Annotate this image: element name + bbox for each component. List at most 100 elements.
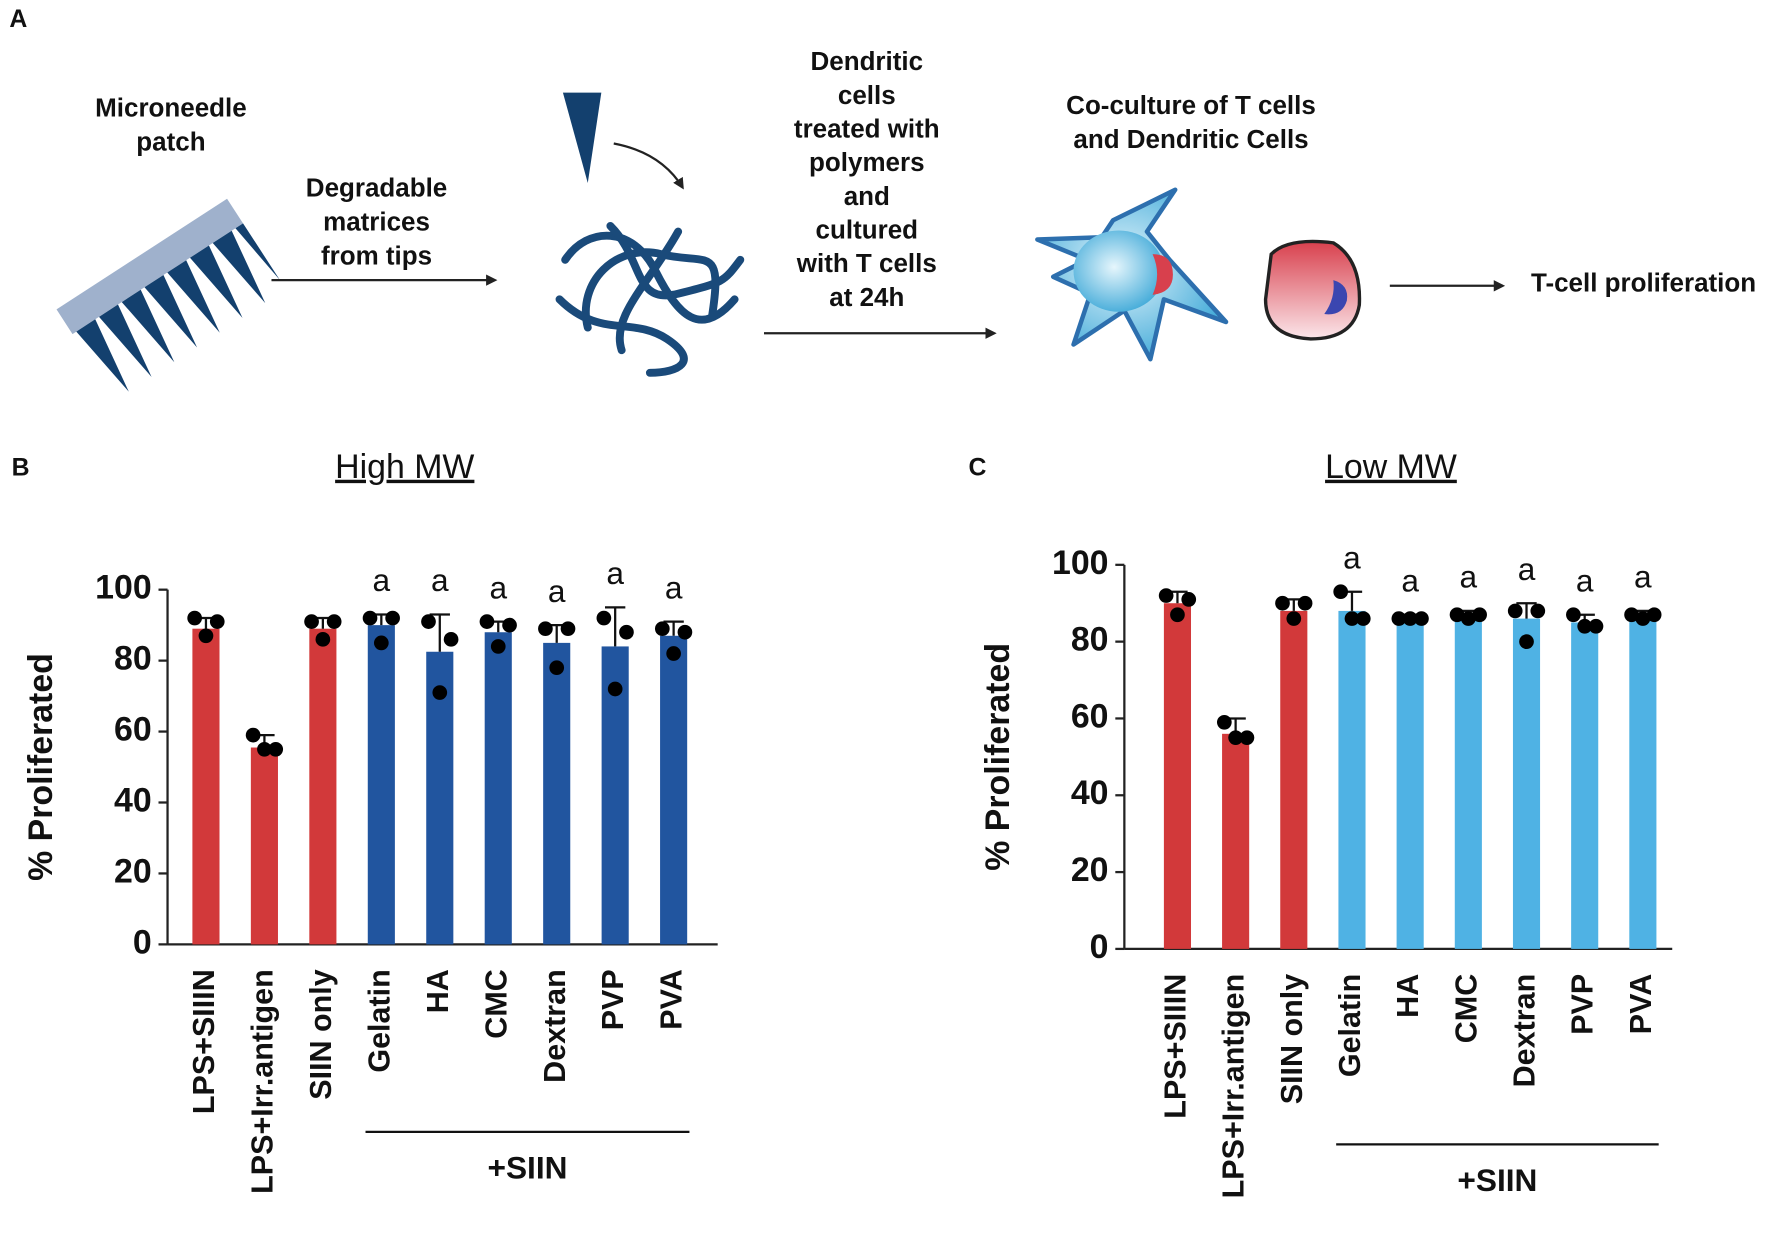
data-point [1181,592,1197,607]
data-point [432,685,448,700]
x-tick-label: PVP [596,969,630,1030]
x-tick-label: CMC [479,969,513,1038]
x-tick-label: Dextran [1508,974,1542,1088]
diagram-label: and Dendritic Cells [1073,124,1308,154]
data-point [654,621,670,637]
x-tick-label: HA [421,969,455,1013]
data-point [607,681,623,697]
y-tick-label: 60 [114,711,152,749]
data-point [1472,607,1487,623]
x-tick-label: PVA [1624,974,1658,1034]
data-point [1239,730,1255,746]
y-tick-label: 80 [114,640,152,678]
annotation: a [1634,559,1652,595]
bar [250,747,278,945]
annotation: a [1518,551,1536,587]
data-point [304,614,319,629]
diagram-label: at 24h [829,282,904,312]
arrow [613,142,684,190]
data-point [421,614,436,629]
bar [543,642,571,945]
y-tick-label: 0 [133,923,152,961]
bar [1280,610,1308,949]
data-point [245,727,261,743]
diagram-label: from tips [321,240,432,270]
bar [192,628,220,945]
data-point [1460,611,1476,626]
data-point [1507,603,1523,619]
cone [562,92,602,184]
bar [1629,618,1657,949]
annotation: a [548,573,566,609]
y-tick-label: 100 [95,569,152,607]
polymer-mesh [555,221,745,377]
diagram-label: cells [838,80,896,110]
y-tick-label: 20 [114,852,152,890]
data-point [373,635,389,651]
x-tick-label: LPS+SIIIN [1159,974,1193,1119]
annotation: a [1401,562,1419,598]
x-tick-label: PVP [1566,974,1600,1035]
annotation: a [1576,562,1594,598]
x-tick-label: Gelatin [362,969,396,1072]
annotation: a [606,555,624,591]
data-point [187,610,202,626]
y-tick-label: 40 [114,781,152,819]
x-tick-label: CMC [1449,974,1483,1043]
data-point [1635,611,1651,626]
diagram-label: Co-culture of T cells [1066,90,1316,120]
diagram-label: T-cell proliferation [1531,268,1756,298]
diagram-label: patch [136,126,205,156]
x-tick-label: SIIN only [304,969,338,1100]
x-tick-label: PVA [655,969,689,1029]
data-point [1158,588,1174,603]
data-point [362,610,378,626]
diagram-label: and [844,181,890,211]
data-point [1577,618,1593,634]
data-point [1275,595,1290,611]
data-point [1228,730,1243,746]
group-label: +SIIN [487,1150,567,1186]
diagram-label: Dendritic [811,46,924,76]
data-point [257,741,272,757]
data-point [1297,595,1313,611]
data-point [1170,607,1185,623]
data-point [1566,607,1581,623]
bar [660,635,688,945]
bar [1454,618,1482,949]
bar [1396,618,1424,949]
diagram-label: polymers [809,147,924,177]
data-point [1530,603,1546,619]
error-bar [429,613,450,652]
diagram-label: treated with [794,113,940,143]
diagram-art [56,92,1506,392]
data-point [1286,611,1302,626]
bar [1163,603,1192,949]
bar [1571,622,1599,949]
y-tick-label: 100 [1052,544,1109,582]
annotation: a [431,562,449,598]
chart-title: High MW [335,448,474,486]
dendritic-cell [1035,187,1229,362]
data-point [385,610,400,626]
bar [1338,610,1366,949]
data-point [1519,634,1534,649]
data-point [1333,584,1349,600]
data-point [677,624,693,640]
annotation: a [373,562,391,598]
diagram-label: with T cells [796,248,937,278]
data-point [1402,611,1418,626]
data-point [1646,607,1662,623]
data-point [1216,714,1232,730]
diagram-label: matrices [323,207,430,237]
diagram-label: Degradable [306,173,447,203]
annotation: a [489,569,507,605]
data-point [326,614,342,629]
data-point [198,628,214,644]
data-point [1414,611,1429,626]
x-tick-label: Dextran [538,969,572,1083]
annotation: a [1343,539,1361,575]
t-cell [1263,239,1362,341]
bar [426,651,454,945]
